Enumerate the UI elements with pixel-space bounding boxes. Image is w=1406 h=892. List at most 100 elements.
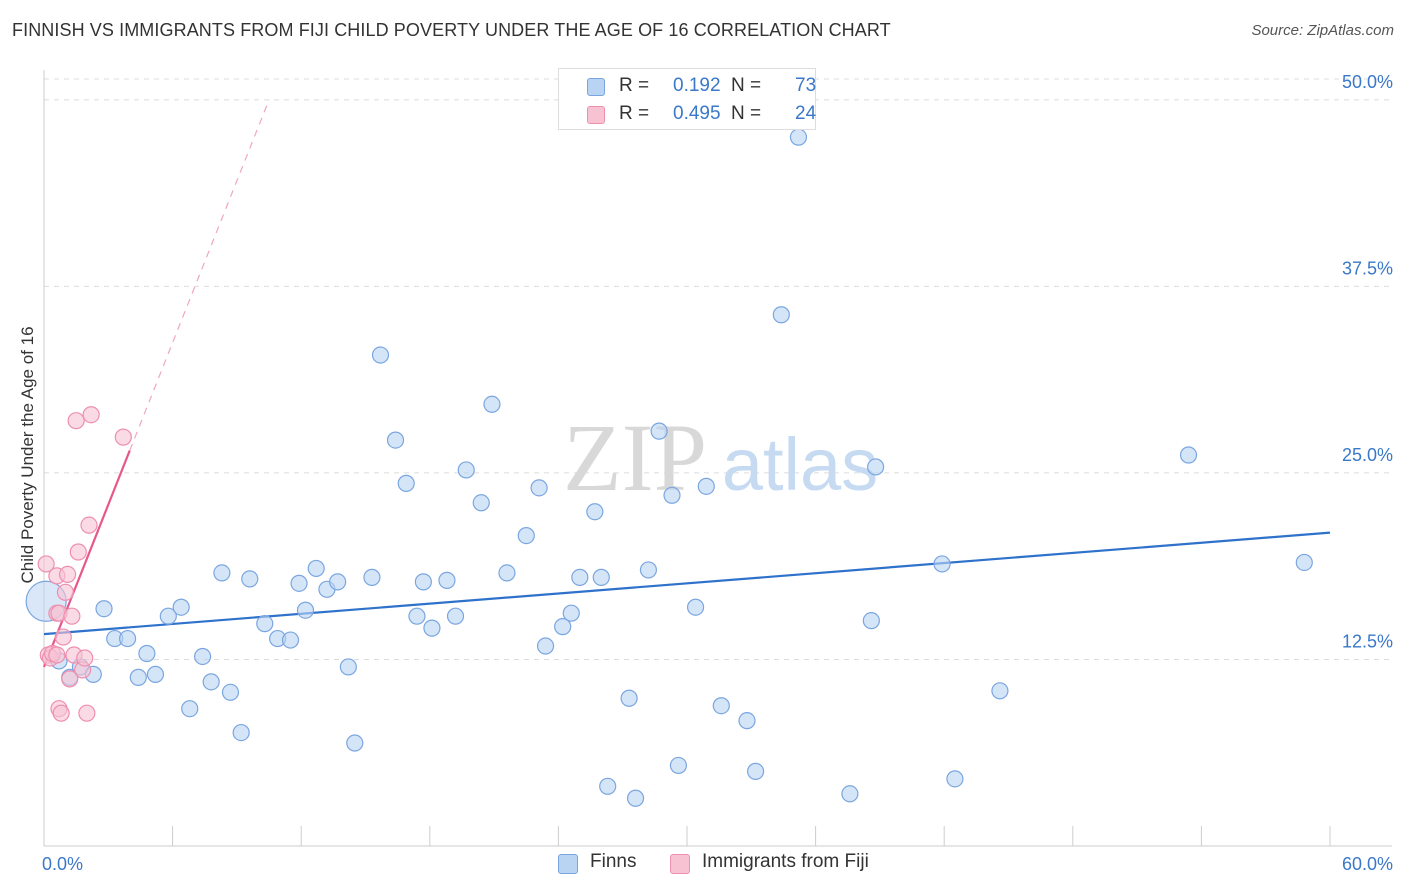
finns-point: [181, 700, 199, 718]
finns-point: [536, 637, 555, 655]
watermark: ZIP atlas: [563, 404, 878, 511]
finns-point: [446, 607, 465, 625]
finns-point: [172, 598, 190, 616]
finns-point: [562, 604, 580, 622]
finns-swatch: [558, 854, 578, 874]
fiji-swatch: [587, 106, 605, 124]
finns-point: [472, 494, 490, 512]
fiji-point: [56, 583, 75, 601]
finns-point: [213, 564, 231, 582]
finns-point: [991, 682, 1009, 700]
fiji-swatch: [670, 854, 690, 874]
finns-point: [346, 734, 364, 752]
source-label: Source: ZipAtlas.com: [1251, 22, 1394, 39]
finns-point: [281, 631, 300, 649]
finns-point: [194, 647, 212, 666]
finns-point: [789, 128, 808, 146]
tick-labels: 12.5% 25.0% 37.5% 50.0% 0.0% 60.0%: [42, 72, 1393, 874]
finns-point: [712, 697, 730, 715]
axes: [43, 70, 1392, 847]
finns-point: [307, 559, 325, 578]
legend-r-label: R =: [619, 103, 650, 124]
fiji-point: [67, 412, 85, 430]
chart-title: FINNISH VS IMMIGRANTS FROM FIJI CHILD PO…: [12, 20, 891, 40]
finns-point: [371, 346, 390, 364]
y-axis-title: Child Poverty Under the Age of 16: [18, 326, 37, 584]
finns-point: [423, 619, 441, 637]
fiji-point: [78, 704, 96, 722]
finns-point: [697, 477, 715, 495]
finns-point: [386, 431, 405, 449]
finns-point: [138, 644, 156, 663]
fiji-point: [58, 565, 77, 584]
finns-point: [867, 458, 885, 476]
finns-point: [483, 395, 501, 413]
finns-point: [159, 607, 177, 625]
correlation-legend: R = 0.192 N = 73 R = 0.495 N = 24: [558, 68, 816, 130]
finns-point: [571, 568, 589, 586]
fiji-point: [76, 649, 94, 667]
finns-point: [639, 561, 658, 579]
finns-point: [202, 673, 220, 691]
fiji-label: Immigrants from Fiji: [702, 851, 869, 872]
fiji-point: [114, 428, 132, 446]
finns-point: [686, 598, 705, 616]
legend-n-label: N =: [731, 103, 762, 124]
finns-point: [221, 683, 240, 701]
legend-n-value-fiji: 24: [795, 103, 817, 124]
finns-point: [457, 461, 475, 479]
finns-point: [290, 574, 308, 592]
finns-point: [650, 422, 668, 440]
finns-point: [586, 503, 604, 521]
y-tick-label: 37.5%: [1342, 258, 1393, 278]
finns-point: [746, 762, 765, 780]
fiji-point: [82, 406, 100, 424]
fiji-point: [61, 670, 79, 688]
finns-point: [129, 668, 147, 686]
finns-point: [841, 785, 859, 803]
finns-point: [329, 573, 347, 591]
finns-point: [397, 474, 415, 492]
finns-point: [118, 629, 137, 648]
finns-point: [256, 615, 274, 633]
finns-point: [554, 618, 572, 636]
finns-label: Finns: [590, 851, 637, 872]
finns-point: [1179, 446, 1198, 464]
finns-point: [339, 658, 357, 676]
finns-point: [241, 570, 259, 588]
finns-point: [599, 777, 617, 795]
legend-r-label: R =: [619, 75, 650, 96]
finns-point: [408, 607, 426, 625]
fiji-trend-extension: [129, 99, 270, 451]
data-points: [25, 128, 1313, 807]
y-tick-label: 50.0%: [1342, 72, 1393, 92]
finns-point: [669, 756, 688, 775]
x-tick-label-max: 60.0%: [1342, 854, 1393, 874]
trend-lines: [42, 99, 1331, 668]
watermark-zip: ZIP: [563, 404, 707, 511]
finns-point: [232, 723, 250, 742]
finns-point: [438, 571, 456, 589]
y-tick-label: 25.0%: [1342, 445, 1393, 465]
legend-r-value-finns: 0.192: [673, 75, 721, 96]
finns-point: [663, 486, 681, 504]
legend-n-label: N =: [731, 75, 762, 96]
finns-point: [1295, 553, 1313, 572]
finns-point: [738, 712, 756, 730]
legend-r-value-fiji: 0.495: [673, 103, 721, 124]
finns-point: [363, 568, 381, 586]
legend-n-value-finns: 73: [795, 75, 817, 96]
finns-point: [296, 601, 315, 619]
finns-point: [517, 526, 535, 545]
fiji-point: [69, 543, 87, 561]
fiji-point: [63, 607, 81, 625]
finns-point: [626, 789, 645, 807]
finns-point: [933, 555, 951, 573]
fiji-point: [37, 555, 55, 573]
y-tick-label: 12.5%: [1342, 631, 1393, 651]
x-tick-label-min: 0.0%: [42, 854, 83, 874]
fiji-point: [54, 628, 72, 646]
finns-point: [530, 479, 548, 497]
finns-point: [592, 568, 610, 586]
